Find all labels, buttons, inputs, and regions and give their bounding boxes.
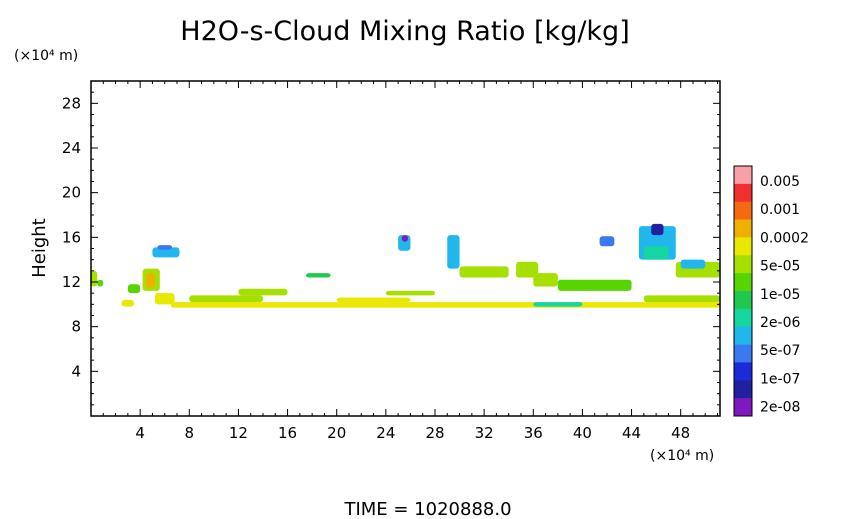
colorbar-labels: 0.005 0.001 0.0002 5e-05 1e-05 2e-06 5e-07 1e-0… (760, 174, 809, 416)
colorbar-label: 2e-06 (760, 315, 800, 331)
y-unit-label: (×10⁴ m) (14, 48, 78, 64)
y-axis-label: Height (29, 218, 50, 278)
cloud-region (557, 279, 632, 291)
x-tick-label: 12 (229, 424, 248, 442)
colorbar-label: 0.0002 (760, 230, 809, 246)
cloud-region (152, 247, 180, 258)
cloud-region (447, 235, 460, 269)
x-tick-label: 20 (327, 424, 346, 442)
x-axis: 4 8 12 16 20 24 28 32 36 40 44 48 (102, 81, 719, 442)
colorbar-label: 1e-07 (760, 371, 800, 387)
cloud-region (91, 270, 98, 287)
cloud-region (127, 284, 141, 294)
cloud-region (146, 273, 155, 288)
x-unit-label: (×10⁴ m) (650, 448, 714, 464)
colorbar-cell (734, 380, 752, 399)
x-tick-label: 28 (425, 424, 444, 442)
colorbar-cell (734, 237, 752, 256)
cloud-region (157, 245, 173, 250)
x-tick-label: 48 (671, 424, 690, 442)
cloud-region (238, 288, 288, 296)
colorbar-cell (734, 291, 752, 310)
cloud-region (651, 223, 664, 236)
colorbar-cell (734, 183, 752, 203)
colorbar-cell (734, 308, 752, 328)
colorbar-label: 2e-08 (760, 400, 800, 416)
time-label: TIME = 1020888.0 (343, 499, 511, 519)
colorbar-cells (733, 165, 753, 417)
colorbar-cell (734, 219, 752, 238)
y-tick-label: 12 (62, 273, 81, 291)
cloud-region (170, 302, 720, 308)
y-tick-label: 16 (62, 228, 81, 246)
colorbar-label: 1e-05 (760, 287, 800, 303)
colorbar-cell (734, 273, 752, 292)
cloud-region (385, 290, 435, 296)
colorbar-label: 0.001 (760, 202, 800, 218)
cloud-region (154, 293, 175, 305)
cloud-region (680, 259, 706, 269)
x-tick-label: 24 (376, 424, 395, 442)
chart-title: H2O-s-Cloud Mixing Ratio [kg/kg] (180, 16, 629, 47)
colorbar-cell (734, 326, 752, 346)
x-tick-label: 16 (278, 424, 297, 442)
cloud-region (533, 273, 558, 287)
colorbar-label: 5e-05 (760, 259, 800, 275)
colorbar-label: 0.005 (760, 174, 800, 190)
cloud-region (533, 302, 583, 307)
cloud-region (459, 266, 509, 278)
cloud-region (401, 235, 408, 242)
y-tick-label: 28 (62, 94, 81, 112)
x-tick-label: 44 (622, 424, 641, 442)
cloud-regions (91, 223, 720, 308)
y-axis: 4 8 12 16 20 24 28 (62, 91, 720, 406)
y-tick-label: 8 (71, 318, 81, 336)
colorbar-cell (734, 255, 752, 274)
x-tick-label: 8 (185, 424, 195, 442)
colorbar-cell (734, 362, 752, 381)
cloud-region (189, 295, 263, 303)
cloud-region (305, 273, 331, 278)
cloud-region (599, 236, 615, 247)
colorbar: 0.005 0.001 0.0002 5e-05 1e-05 2e-06 5e-07 1e-0… (733, 165, 809, 417)
cloud-region (516, 261, 539, 278)
y-tick-label: 4 (71, 362, 81, 380)
cloud-region (336, 297, 411, 303)
x-tick-label: 4 (135, 424, 145, 442)
cloud-region (643, 246, 669, 260)
y-tick-label: 20 (62, 184, 81, 202)
colorbar-cell (734, 166, 752, 185)
cloud-region (643, 295, 720, 303)
y-tick-label: 24 (62, 139, 81, 157)
x-tick-label: 32 (475, 424, 494, 442)
colorbar-frame (733, 165, 753, 417)
colorbar-label: 5e-07 (760, 343, 800, 359)
cloud-region (121, 299, 134, 307)
colorbar-cell (734, 344, 752, 363)
colorbar-cell (734, 201, 752, 221)
cloud-region (97, 279, 104, 287)
x-tick-label: 40 (573, 424, 592, 442)
colorbar-cell (734, 398, 752, 417)
x-tick-label: 36 (524, 424, 543, 442)
